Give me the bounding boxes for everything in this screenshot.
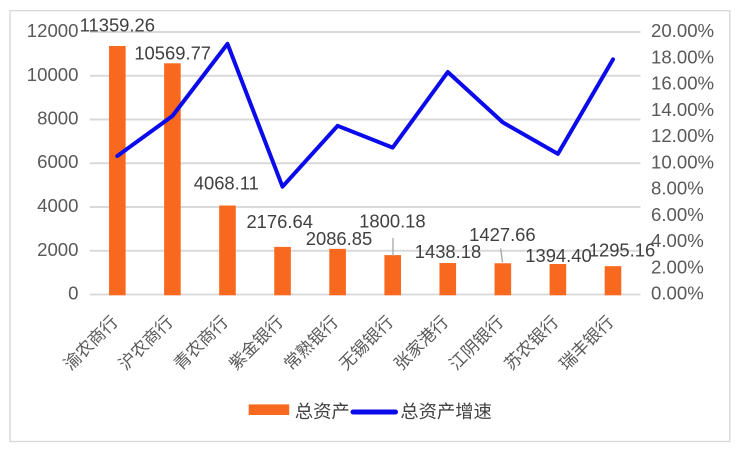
svg-text:1800.18: 1800.18 [359, 210, 425, 231]
svg-text:14.00%: 14.00% [651, 99, 714, 120]
svg-text:0.00%: 0.00% [651, 283, 704, 304]
svg-text:8000: 8000 [37, 108, 78, 129]
svg-text:1427.66: 1427.66 [469, 224, 535, 245]
svg-text:2176.64: 2176.64 [246, 211, 312, 232]
svg-text:0: 0 [68, 283, 78, 304]
svg-text:1438.18: 1438.18 [415, 241, 481, 262]
svg-text:4.00%: 4.00% [651, 230, 704, 251]
svg-text:2000: 2000 [37, 239, 78, 260]
svg-text:4068.11: 4068.11 [194, 172, 259, 193]
svg-text:10000: 10000 [27, 64, 79, 85]
svg-text:4000: 4000 [37, 195, 78, 216]
svg-text:2086.85: 2086.85 [306, 228, 372, 249]
svg-text:10569.77: 10569.77 [134, 42, 211, 63]
svg-text:6000: 6000 [37, 151, 78, 172]
svg-text:12000: 12000 [27, 20, 79, 41]
svg-text:1394.40: 1394.40 [525, 245, 591, 266]
svg-text:11359.26: 11359.26 [80, 15, 155, 36]
svg-text:10.00%: 10.00% [651, 151, 714, 172]
svg-text:16.00%: 16.00% [651, 73, 714, 94]
svg-text:20.00%: 20.00% [651, 20, 714, 41]
svg-text:18.00%: 18.00% [651, 47, 714, 68]
svg-text:1295.16: 1295.16 [589, 239, 655, 260]
svg-text:12.00%: 12.00% [651, 125, 714, 146]
svg-text:8.00%: 8.00% [651, 178, 704, 199]
svg-text:6.00%: 6.00% [651, 204, 704, 225]
svg-text:2.00%: 2.00% [651, 256, 704, 277]
